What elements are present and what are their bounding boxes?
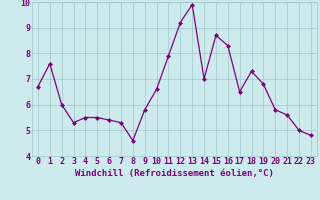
X-axis label: Windchill (Refroidissement éolien,°C): Windchill (Refroidissement éolien,°C) <box>75 169 274 178</box>
